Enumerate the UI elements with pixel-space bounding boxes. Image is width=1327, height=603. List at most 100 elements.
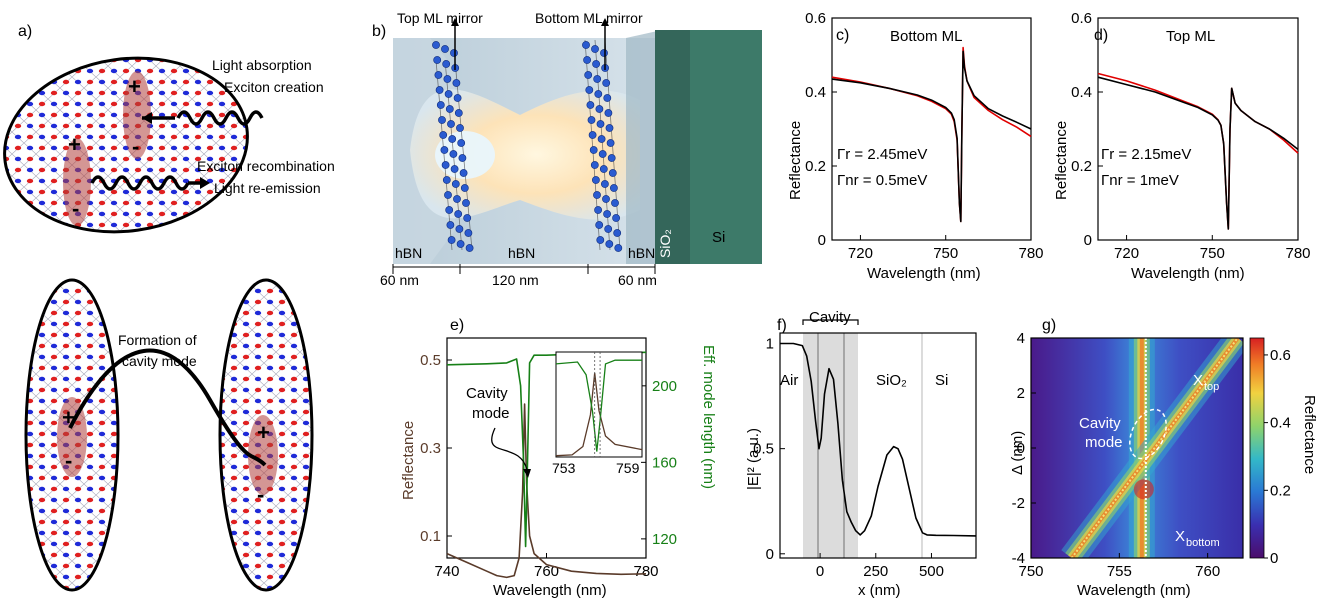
atom-sphere (588, 131, 597, 139)
y-tick-label: 0 (1084, 232, 1092, 249)
cavity-mode-annotation-2: mode (472, 405, 510, 422)
atom-sphere (435, 86, 444, 94)
colorbar (1249, 337, 1265, 559)
atom-sphere (454, 210, 463, 218)
atom-sphere (458, 154, 467, 162)
x-top-subscript: top (1204, 381, 1219, 393)
monolayer-outline (218, 278, 314, 592)
recombination-label: Exciton recombination (197, 158, 335, 174)
minus-sign: - (65, 448, 72, 473)
monolayer-lattice-left (26, 280, 118, 590)
series-c (831, 46, 1032, 223)
y-tick-label: 0.6 (1071, 10, 1092, 27)
atom-sphere (453, 94, 462, 102)
y-tick-label: 0.2 (805, 158, 826, 175)
bottom-mirror-label: Bottom ML mirror (535, 10, 643, 26)
atom-sphere (447, 120, 455, 128)
y-axis-label-c: Reflectance (787, 121, 804, 200)
hbn-left-label: hBN (395, 245, 422, 261)
atom-sphere (611, 199, 619, 207)
x-top-label: X (1193, 372, 1203, 389)
colorbar-label: Reflectance (1301, 395, 1318, 474)
y-axis-label-e: Reflectance (400, 421, 417, 500)
hbn-center-label: hBN (508, 245, 535, 261)
minus-sign: - (257, 482, 264, 507)
atom-sphere (582, 41, 590, 49)
y2-axis-label-e: Eff. mode length (nm) (700, 345, 717, 489)
cavity-formation-label: Formation of (118, 332, 197, 348)
y-tick-label: 4 (1017, 330, 1025, 347)
arrow-head-icon (142, 112, 152, 124)
panel-a: a) + + - - Light absorption Exciton crea… (0, 23, 335, 592)
annotation-arrow (491, 427, 528, 471)
emitted-photon-wave (90, 175, 190, 191)
x-tick-label: 780 (1018, 245, 1043, 262)
gamma-r-c: Γr = 2.45meV (837, 146, 927, 163)
x-tick-label: 760 (1195, 563, 1220, 580)
atom-sphere (614, 244, 623, 252)
chart-title-c: Bottom ML (890, 28, 963, 45)
atom-sphere (592, 176, 600, 184)
atom-sphere (445, 206, 454, 214)
y-tick-label: 0 (1017, 440, 1025, 457)
atom-sphere (602, 195, 610, 203)
y-tick-label: 0.5 (753, 441, 774, 458)
atom-sphere (590, 161, 599, 169)
y-tick-label: 0 (818, 232, 826, 249)
atom-sphere (441, 45, 449, 53)
y-tick-label: 1 (766, 336, 774, 353)
x-tick-label: 750 (1200, 245, 1225, 262)
atom-sphere (445, 105, 454, 113)
panel-f: f) Cavity Air SiO₂ Si 0 250 500 0 0.5 1 x (nm… (745, 309, 977, 599)
series-d (1097, 72, 1299, 230)
chart-title-d: Top ML (1166, 28, 1215, 45)
panel-label-d: d) (1094, 27, 1108, 44)
x-top-line (1070, 338, 1239, 558)
atom-sphere (583, 56, 591, 64)
panel-c: c) Bottom ML 720 750 780 0 0.2 0.4 0.6 Γr = 2.… (787, 10, 1044, 282)
arrow-head-icon (601, 18, 609, 26)
atom-sphere (442, 176, 451, 184)
minus-sign: - (72, 196, 79, 221)
atom-sphere (607, 154, 616, 162)
gamma-r-d: Γr = 2.15meV (1101, 146, 1191, 163)
panel-e: e) 740 760 780 0.1 0.3 0.5 120 160 200 753 759 C… (400, 317, 717, 599)
si-label: Si (712, 229, 725, 246)
y-axis-label-g: Δ (nm) (1009, 431, 1026, 475)
colorbar-tick-label: 0.6 (1270, 347, 1291, 364)
panel-label-g: g) (1042, 317, 1056, 334)
y-tick-label: 2 (1017, 385, 1025, 402)
cavity-mode-annotation: Cavity (466, 385, 508, 402)
atom-sphere (443, 75, 452, 83)
atom-sphere (441, 161, 450, 169)
inset-series (555, 352, 643, 457)
cavity-mode-label-g2: mode (1085, 434, 1123, 451)
y-tick-label: 0.4 (1071, 84, 1092, 101)
atom-sphere (594, 90, 603, 98)
plot-frame-d (1097, 17, 1299, 241)
top-mirror-label: Top ML mirror (397, 10, 483, 26)
y-tick-label: 0.4 (805, 84, 826, 101)
atom-sphere (436, 101, 445, 109)
atom-sphere (457, 139, 466, 147)
sio2-label: SiO₂ (657, 229, 673, 258)
absorption-label: Light absorption (212, 57, 312, 73)
y2-tick-label: 120 (652, 531, 677, 548)
atom-sphere (603, 210, 611, 218)
atom-sphere (591, 45, 599, 53)
atom-sphere (613, 229, 622, 237)
panel-label-a: a) (18, 23, 32, 40)
y-axis-label-f: |E|² (a.u.) (745, 428, 762, 490)
x-tick-label: 0 (816, 563, 824, 580)
inset-line-1 (555, 359, 642, 452)
monolayer-outline (24, 278, 120, 592)
plus-sign: + (62, 405, 75, 430)
si-region-label: Si (935, 372, 948, 389)
atom-sphere (589, 146, 598, 154)
panel-label-b: b) (372, 23, 386, 40)
atom-sphere (605, 240, 614, 248)
atom-sphere (604, 109, 613, 117)
atom-sphere (596, 236, 605, 244)
atom-sphere (450, 165, 459, 173)
